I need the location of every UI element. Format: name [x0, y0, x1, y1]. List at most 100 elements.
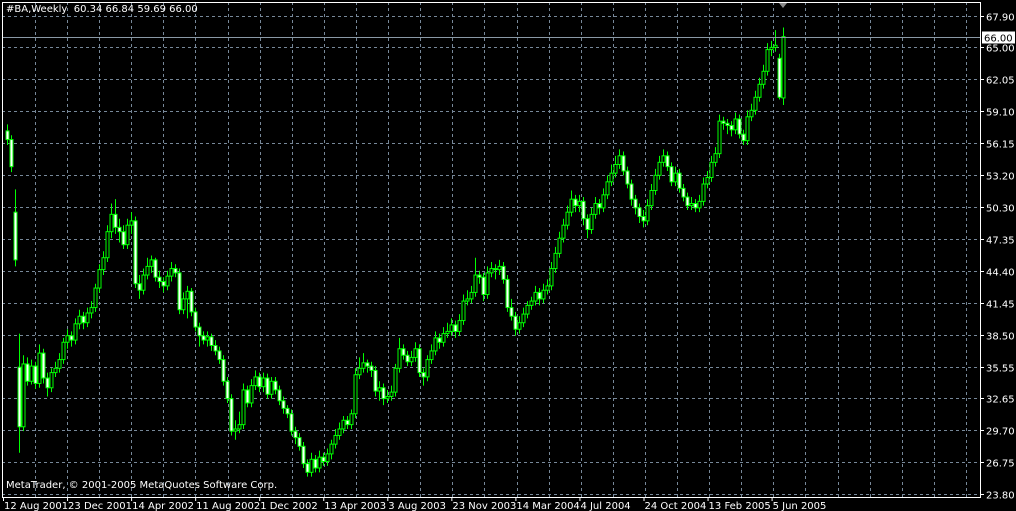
candle [353, 368, 358, 419]
candle-body [493, 268, 498, 271]
candle [737, 114, 742, 139]
candle-body [589, 213, 594, 231]
y-tick-label: 50.30 [986, 204, 1015, 215]
candle [237, 411, 242, 434]
candle-body [557, 237, 562, 254]
candle-body [357, 367, 362, 376]
candle [373, 366, 378, 397]
x-tick-label: 4 Jul 2004 [580, 501, 630, 511]
candle [745, 110, 750, 145]
candle-body [249, 385, 254, 404]
candles [5, 27, 786, 477]
candle [97, 264, 102, 293]
candle [357, 357, 362, 380]
y-tick-label: 26.75 [986, 459, 1015, 470]
y-tick-label: 62.05 [986, 76, 1015, 87]
candle-body [409, 356, 414, 363]
candle [389, 385, 394, 401]
candle [769, 40, 774, 57]
candle [313, 454, 318, 473]
candle [613, 155, 618, 178]
candle-body [61, 341, 66, 361]
candle-body [629, 183, 634, 200]
candle-body [29, 365, 34, 382]
candle [17, 333, 22, 453]
x-tick-label: 1 Dec 2002 [260, 501, 318, 511]
candle [149, 255, 154, 273]
candle-body [225, 380, 230, 400]
candle-body [413, 348, 418, 358]
candle-body [641, 216, 646, 222]
candle-body [693, 203, 698, 209]
candle-body [45, 377, 50, 389]
candle-body [253, 376, 258, 387]
y-tick-label: 32.65 [986, 395, 1015, 406]
candle [453, 320, 458, 338]
candle [429, 344, 434, 364]
candle [637, 203, 642, 224]
candle [13, 189, 18, 267]
candle [325, 448, 330, 466]
candle-body [9, 139, 14, 168]
candle [521, 307, 526, 328]
candle-body [145, 265, 150, 276]
candle-body [673, 172, 678, 183]
candle-body [505, 278, 510, 309]
candle [445, 322, 450, 338]
candle [25, 357, 30, 386]
candle-body [437, 337, 442, 343]
candle [277, 385, 282, 406]
candle-body [301, 445, 306, 465]
candle-body [573, 198, 578, 207]
current-price-label: 66.00 [984, 34, 1013, 45]
candle [557, 231, 562, 258]
candle-body [341, 419, 346, 430]
candle [701, 177, 706, 206]
candle-body [157, 276, 162, 283]
candle-body [21, 363, 26, 428]
candle-body [13, 211, 18, 261]
candle-body [477, 274, 482, 278]
candle [337, 422, 342, 440]
candle-body [677, 172, 682, 189]
candle-body [713, 153, 718, 163]
candle-body [521, 313, 526, 324]
candle-body [289, 413, 294, 432]
candle-body [65, 335, 70, 343]
candle [65, 329, 70, 349]
candle-body [465, 298, 470, 302]
candle [609, 164, 614, 187]
candle-body [621, 155, 626, 172]
candle [273, 376, 278, 395]
candle [329, 439, 334, 460]
candle [317, 450, 322, 473]
y-tick-label: 67.90 [986, 13, 1015, 24]
candle-body [757, 83, 762, 98]
candle [697, 194, 702, 213]
candle-body [177, 272, 182, 311]
candle [565, 205, 570, 230]
candle-body [317, 456, 322, 469]
candle [497, 259, 502, 276]
candle-body [669, 166, 674, 183]
candle-body [385, 395, 390, 400]
candle-body [501, 265, 506, 280]
candle [689, 197, 694, 211]
candle [213, 340, 218, 356]
y-tick-label: 53.20 [986, 172, 1015, 183]
candle-body [781, 36, 786, 99]
candle [493, 264, 498, 280]
candle-body [121, 231, 126, 246]
candle-body [645, 205, 650, 222]
candle [241, 383, 246, 429]
candle [361, 353, 366, 373]
candle-body [365, 362, 370, 367]
candle [45, 372, 50, 397]
candle-body [293, 430, 298, 439]
candle-body [553, 252, 558, 270]
candle [85, 307, 90, 328]
candle [589, 207, 594, 234]
candle-body [529, 300, 534, 306]
candle [221, 355, 226, 386]
x-tick-label: 23 Nov 2003 [452, 501, 516, 511]
